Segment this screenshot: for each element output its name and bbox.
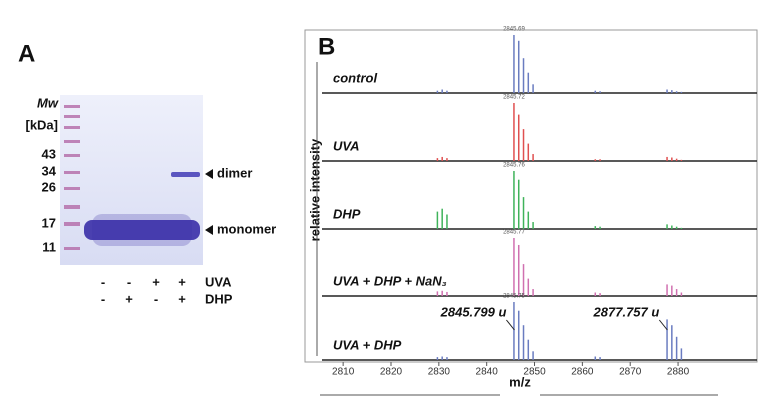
annotation: 2845.799 u bbox=[440, 304, 507, 319]
x-axis-label: m/z bbox=[509, 374, 531, 389]
band-label: monomer bbox=[217, 221, 276, 236]
monomer-bands bbox=[84, 214, 200, 246]
ladder bbox=[64, 105, 80, 250]
annotation-pointer bbox=[658, 319, 668, 331]
band-label: dimer bbox=[217, 165, 252, 180]
x-tick-label: 2850 bbox=[523, 367, 546, 378]
mw-unit: [kDa] bbox=[25, 117, 58, 132]
sign: - bbox=[127, 274, 131, 289]
mw-marker: 34 bbox=[42, 163, 57, 178]
series-label: UVA + DHP + NaN₃ bbox=[333, 273, 447, 288]
x-tick-label: 2860 bbox=[571, 367, 594, 378]
panel-label: A bbox=[18, 40, 35, 67]
sign-rows: - - + + - + - + bbox=[101, 274, 186, 306]
annotation-pointer bbox=[506, 319, 515, 331]
peak-label: 2845.75 bbox=[503, 294, 525, 300]
sign: + bbox=[178, 274, 186, 289]
x-tick-label: 2840 bbox=[476, 367, 499, 378]
arrow bbox=[205, 225, 213, 235]
sign: - bbox=[101, 291, 105, 306]
mw-marker: 17 bbox=[42, 215, 56, 230]
peak-label: 2845.72 bbox=[503, 95, 525, 101]
sign: + bbox=[125, 291, 133, 306]
series-label: UVA bbox=[333, 138, 359, 153]
series-label: control bbox=[333, 70, 377, 85]
sign: - bbox=[101, 274, 105, 289]
mw-marker: 26 bbox=[42, 179, 56, 194]
mw-title: Mw bbox=[37, 95, 59, 110]
x-tick-label: 2810 bbox=[332, 367, 355, 378]
x-tick-label: 2830 bbox=[428, 367, 451, 378]
sign: + bbox=[178, 291, 186, 306]
series-label: DHP bbox=[333, 206, 361, 221]
y-axis-label: relative intensity bbox=[307, 138, 322, 241]
sign: + bbox=[152, 274, 160, 289]
condition-label: DHP bbox=[205, 291, 233, 306]
series-label: UVA + DHP bbox=[333, 337, 402, 352]
annotation: 2877.757 u bbox=[593, 304, 660, 319]
x-tick-label: 2820 bbox=[380, 367, 403, 378]
arrow bbox=[205, 169, 213, 179]
x-tick-label: 2880 bbox=[667, 367, 690, 378]
peak-label: 2845.76 bbox=[503, 163, 525, 169]
mw-marker: 11 bbox=[42, 239, 56, 254]
condition-label: UVA bbox=[205, 274, 232, 289]
peak-label: 2845.69 bbox=[503, 27, 525, 33]
panel-frame bbox=[304, 29, 758, 363]
mw-marker: 43 bbox=[42, 146, 56, 161]
x-tick-label: 2870 bbox=[619, 367, 642, 378]
sign: - bbox=[154, 291, 158, 306]
dimer-band bbox=[171, 172, 200, 177]
panel-label: B bbox=[318, 33, 335, 60]
peak-label: 2845.77 bbox=[503, 230, 525, 236]
